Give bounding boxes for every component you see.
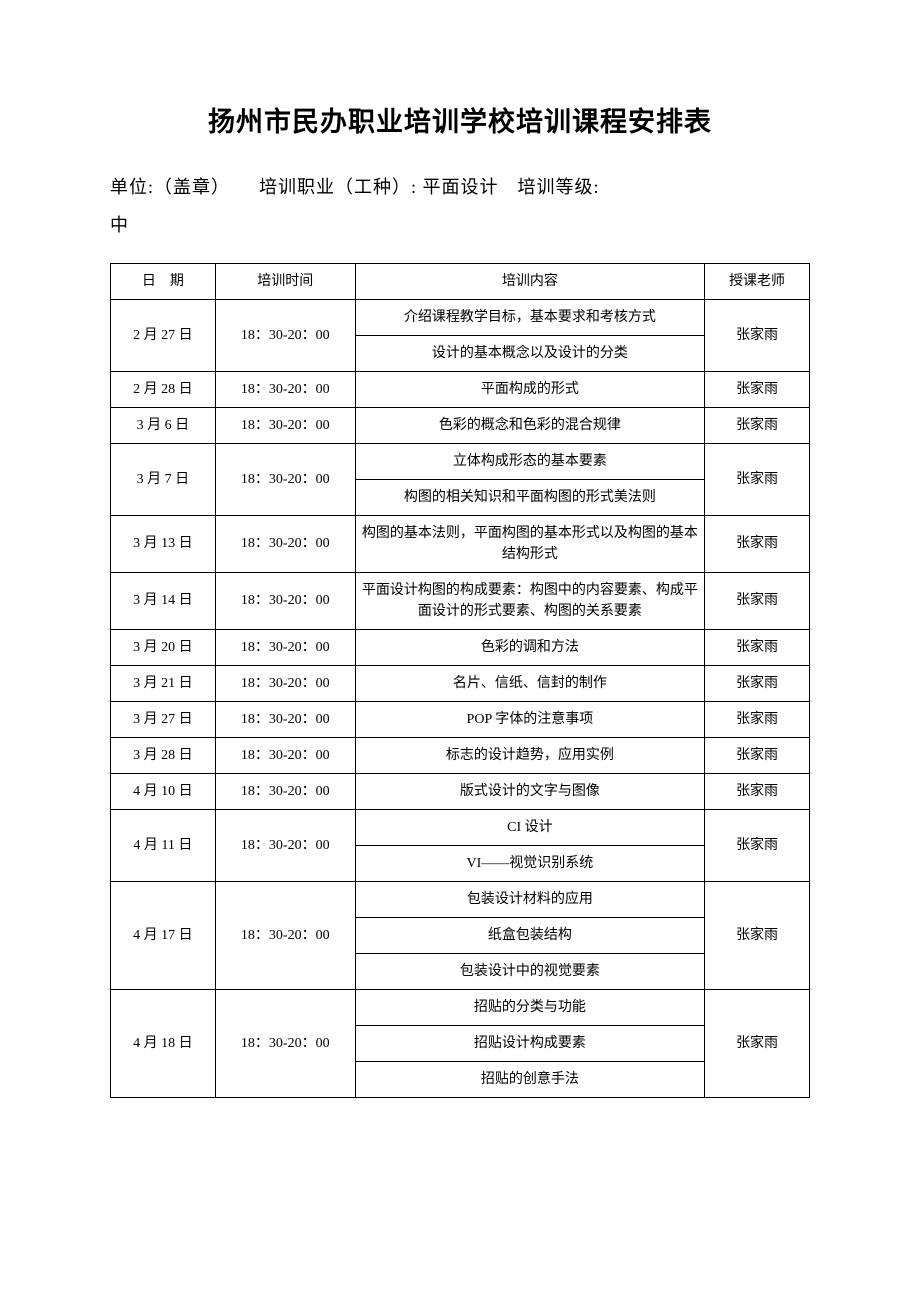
cell-time: 18：30-20：00 [215,407,355,443]
cell-content: 版式设计的文字与图像 [355,773,705,809]
table-row: 3 月 27 日18：30-20：00POP 字体的注意事项张家雨 [111,701,810,737]
cell-time: 18：30-20：00 [215,515,355,572]
table-header-row: 日 期 培训时间 培训内容 授课老师 [111,263,810,299]
table-row: 3 月 21 日18：30-20：00名片、信纸、信封的制作张家雨 [111,665,810,701]
cell-content: POP 字体的注意事项 [355,701,705,737]
cell-date: 3 月 20 日 [111,629,216,665]
cell-teacher: 张家雨 [705,701,810,737]
header-teacher: 授课老师 [705,263,810,299]
cell-content: 包装设计材料的应用 [355,881,705,917]
cell-teacher: 张家雨 [705,665,810,701]
cell-date: 3 月 28 日 [111,737,216,773]
cell-time: 18：30-20：00 [215,809,355,881]
table-row: 2 月 28 日18：30-20：00平面构成的形式张家雨 [111,371,810,407]
cell-teacher: 张家雨 [705,629,810,665]
cell-content: 介绍课程教学目标，基本要求和考核方式 [355,299,705,335]
table-row: 2 月 27 日18：30-20：00介绍课程教学目标，基本要求和考核方式张家雨 [111,299,810,335]
cell-content: 构图的相关知识和平面构图的形式美法则 [355,479,705,515]
table-row: 4 月 11 日18：30-20：00CI 设计张家雨 [111,809,810,845]
cell-time: 18：30-20：00 [215,989,355,1097]
page-title: 扬州市民办职业培训学校培训课程安排表 [110,100,810,139]
cell-date: 4 月 11 日 [111,809,216,881]
cell-date: 3 月 21 日 [111,665,216,701]
cell-teacher: 张家雨 [705,299,810,371]
cell-date: 3 月 14 日 [111,572,216,629]
header-time: 培训时间 [215,263,355,299]
cell-date: 2 月 27 日 [111,299,216,371]
cell-teacher: 张家雨 [705,737,810,773]
cell-content: 色彩的调和方法 [355,629,705,665]
cell-time: 18：30-20：00 [215,629,355,665]
cell-content: 纸盒包装结构 [355,917,705,953]
cell-time: 18：30-20：00 [215,665,355,701]
cell-content: 色彩的概念和色彩的混合规律 [355,407,705,443]
cell-content: 平面构成的形式 [355,371,705,407]
cell-content: 平面设计构图的构成要素：构图中的内容要素、构成平面设计的形式要素、构图的关系要素 [355,572,705,629]
table-row: 4 月 17 日18：30-20：00包装设计材料的应用张家雨 [111,881,810,917]
cell-time: 18：30-20：00 [215,881,355,989]
cell-time: 18：30-20：00 [215,737,355,773]
cell-content: 招贴的分类与功能 [355,989,705,1025]
cell-date: 3 月 13 日 [111,515,216,572]
table-row: 3 月 13 日18：30-20：00构图的基本法则，平面构图的基本形式以及构图… [111,515,810,572]
table-row: 3 月 7 日18：30-20：00立体构成形态的基本要素张家雨 [111,443,810,479]
cell-teacher: 张家雨 [705,515,810,572]
meta-line-1: 单位:（盖章） 培训职业（工种）: 平面设计 培训等级: [110,177,600,197]
cell-date: 3 月 27 日 [111,701,216,737]
cell-time: 18：30-20：00 [215,371,355,407]
cell-teacher: 张家雨 [705,881,810,989]
schedule-table: 日 期 培训时间 培训内容 授课老师 2 月 27 日18：30-20：00介绍… [110,263,810,1098]
cell-teacher: 张家雨 [705,371,810,407]
cell-date: 2 月 28 日 [111,371,216,407]
cell-content: 名片、信纸、信封的制作 [355,665,705,701]
cell-content: 构图的基本法则，平面构图的基本形式以及构图的基本结构形式 [355,515,705,572]
cell-content: VI——视觉识别系统 [355,845,705,881]
meta-info: 单位:（盖章） 培训职业（工种）: 平面设计 培训等级: 中 [110,169,810,245]
cell-time: 18：30-20：00 [215,299,355,371]
cell-content: 包装设计中的视觉要素 [355,953,705,989]
cell-content: 标志的设计趋势，应用实例 [355,737,705,773]
meta-line-2: 中 [110,215,129,235]
cell-content: 立体构成形态的基本要素 [355,443,705,479]
cell-teacher: 张家雨 [705,773,810,809]
cell-time: 18：30-20：00 [215,701,355,737]
table-row: 4 月 10 日18：30-20：00版式设计的文字与图像张家雨 [111,773,810,809]
header-date: 日 期 [111,263,216,299]
cell-content: CI 设计 [355,809,705,845]
cell-teacher: 张家雨 [705,443,810,515]
table-row: 3 月 14 日18：30-20：00平面设计构图的构成要素：构图中的内容要素、… [111,572,810,629]
cell-date: 4 月 17 日 [111,881,216,989]
cell-teacher: 张家雨 [705,989,810,1097]
cell-time: 18：30-20：00 [215,773,355,809]
cell-date: 4 月 10 日 [111,773,216,809]
cell-content: 设计的基本概念以及设计的分类 [355,335,705,371]
cell-time: 18：30-20：00 [215,572,355,629]
table-row: 3 月 6 日18：30-20：00色彩的概念和色彩的混合规律张家雨 [111,407,810,443]
cell-date: 4 月 18 日 [111,989,216,1097]
table-row: 3 月 28 日18：30-20：00标志的设计趋势，应用实例张家雨 [111,737,810,773]
table-row: 4 月 18 日18：30-20：00招贴的分类与功能张家雨 [111,989,810,1025]
table-body: 2 月 27 日18：30-20：00介绍课程教学目标，基本要求和考核方式张家雨… [111,299,810,1097]
cell-teacher: 张家雨 [705,572,810,629]
cell-time: 18：30-20：00 [215,443,355,515]
cell-teacher: 张家雨 [705,407,810,443]
cell-teacher: 张家雨 [705,809,810,881]
cell-content: 招贴设计构成要素 [355,1025,705,1061]
header-content: 培训内容 [355,263,705,299]
cell-date: 3 月 6 日 [111,407,216,443]
cell-date: 3 月 7 日 [111,443,216,515]
table-row: 3 月 20 日18：30-20：00色彩的调和方法张家雨 [111,629,810,665]
cell-content: 招贴的创意手法 [355,1061,705,1097]
